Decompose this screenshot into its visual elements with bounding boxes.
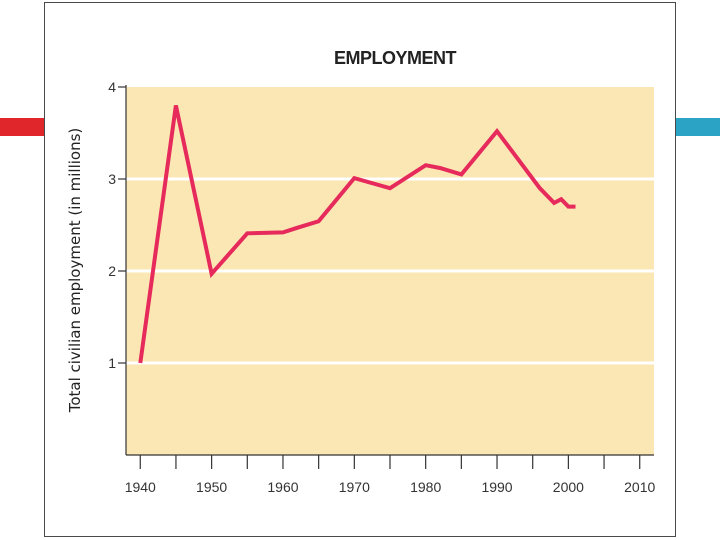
left-accent-bar — [0, 118, 45, 136]
x-tick-label-1940: 1940 — [125, 479, 156, 495]
series-line-0 — [138, 104, 576, 364]
y-tick-label-4: 4 — [108, 79, 116, 95]
x-tick-label-1950: 1950 — [196, 479, 227, 495]
right-accent-bar — [675, 118, 720, 136]
x-tick-label-2000: 2000 — [553, 479, 584, 495]
y-axis-label: Total civilian employment (in millions) — [66, 127, 84, 413]
x-tick-label-1970: 1970 — [339, 479, 370, 495]
x-tick-label-2010: 2010 — [624, 479, 655, 495]
x-tick-label-1980: 1980 — [410, 479, 441, 495]
y-tick-label-1: 1 — [108, 355, 116, 371]
x-tick-label-1960: 1960 — [267, 479, 298, 495]
y-tick-label-3: 3 — [108, 171, 116, 187]
chart-title: EMPLOYMENT — [333, 48, 457, 68]
x-tick-label-1990: 1990 — [481, 479, 512, 495]
y-tick-label-2: 2 — [108, 263, 116, 279]
